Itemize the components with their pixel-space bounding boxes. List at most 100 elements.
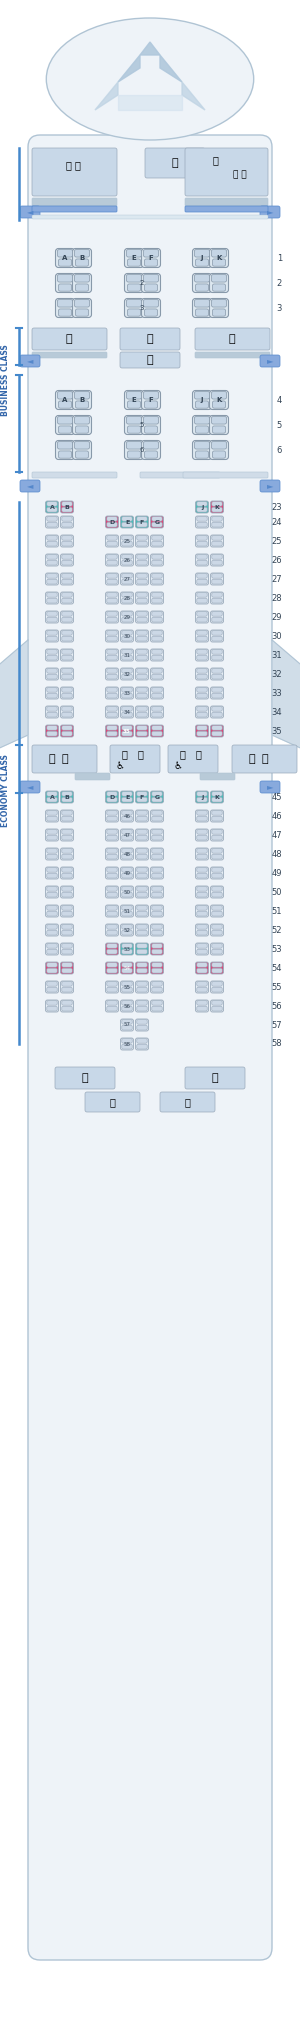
FancyBboxPatch shape xyxy=(46,574,59,584)
FancyBboxPatch shape xyxy=(137,598,147,602)
FancyBboxPatch shape xyxy=(46,592,59,604)
FancyBboxPatch shape xyxy=(122,963,132,967)
Text: 4: 4 xyxy=(277,395,282,404)
FancyBboxPatch shape xyxy=(152,617,162,623)
FancyBboxPatch shape xyxy=(126,300,142,306)
FancyBboxPatch shape xyxy=(47,669,57,673)
FancyBboxPatch shape xyxy=(122,517,132,521)
FancyBboxPatch shape xyxy=(47,517,57,521)
FancyBboxPatch shape xyxy=(107,669,117,673)
FancyBboxPatch shape xyxy=(137,712,147,718)
Text: J: J xyxy=(201,256,203,262)
FancyBboxPatch shape xyxy=(122,925,132,929)
Text: 🚺: 🚺 xyxy=(62,754,68,765)
FancyBboxPatch shape xyxy=(212,523,222,527)
FancyBboxPatch shape xyxy=(58,450,72,458)
FancyBboxPatch shape xyxy=(194,274,210,282)
FancyBboxPatch shape xyxy=(197,797,207,801)
FancyBboxPatch shape xyxy=(137,1006,147,1012)
FancyBboxPatch shape xyxy=(121,1018,134,1030)
FancyBboxPatch shape xyxy=(211,631,224,643)
FancyBboxPatch shape xyxy=(137,811,147,815)
Text: 23: 23 xyxy=(272,503,282,511)
FancyBboxPatch shape xyxy=(137,886,147,890)
FancyBboxPatch shape xyxy=(152,836,162,840)
FancyBboxPatch shape xyxy=(136,687,148,700)
FancyBboxPatch shape xyxy=(212,1000,222,1006)
FancyBboxPatch shape xyxy=(121,925,134,937)
FancyBboxPatch shape xyxy=(144,308,158,316)
FancyBboxPatch shape xyxy=(124,416,143,434)
FancyBboxPatch shape xyxy=(62,982,72,986)
FancyBboxPatch shape xyxy=(61,904,74,917)
FancyBboxPatch shape xyxy=(121,706,134,718)
FancyBboxPatch shape xyxy=(73,391,92,410)
Text: ECONOMY CLASS: ECONOMY CLASS xyxy=(2,754,10,827)
Text: 49: 49 xyxy=(272,868,282,878)
FancyBboxPatch shape xyxy=(127,308,141,316)
FancyBboxPatch shape xyxy=(122,592,132,596)
FancyBboxPatch shape xyxy=(212,541,222,546)
FancyBboxPatch shape xyxy=(185,199,268,207)
FancyBboxPatch shape xyxy=(197,631,207,635)
Text: J: J xyxy=(201,397,203,404)
FancyBboxPatch shape xyxy=(46,925,59,937)
FancyBboxPatch shape xyxy=(144,260,158,266)
FancyBboxPatch shape xyxy=(47,560,57,566)
Text: 🚹: 🚹 xyxy=(121,748,127,758)
FancyBboxPatch shape xyxy=(152,988,162,992)
Text: 🚹: 🚹 xyxy=(109,1097,115,1107)
FancyBboxPatch shape xyxy=(152,963,162,967)
FancyBboxPatch shape xyxy=(197,949,207,953)
FancyBboxPatch shape xyxy=(46,1000,59,1012)
FancyBboxPatch shape xyxy=(197,1000,207,1006)
FancyBboxPatch shape xyxy=(197,649,207,655)
FancyBboxPatch shape xyxy=(47,931,57,935)
FancyBboxPatch shape xyxy=(152,892,162,896)
Text: K: K xyxy=(216,256,222,262)
FancyBboxPatch shape xyxy=(137,669,147,673)
FancyBboxPatch shape xyxy=(47,868,57,872)
FancyBboxPatch shape xyxy=(185,207,268,213)
FancyBboxPatch shape xyxy=(47,874,57,878)
FancyBboxPatch shape xyxy=(185,148,268,197)
Text: 🚺: 🚺 xyxy=(195,748,201,758)
FancyBboxPatch shape xyxy=(137,791,147,797)
FancyBboxPatch shape xyxy=(142,440,160,460)
FancyBboxPatch shape xyxy=(107,892,117,896)
FancyBboxPatch shape xyxy=(62,673,72,679)
FancyBboxPatch shape xyxy=(137,815,147,821)
FancyBboxPatch shape xyxy=(106,574,118,584)
Text: 57: 57 xyxy=(124,1022,130,1028)
FancyBboxPatch shape xyxy=(151,687,164,700)
FancyBboxPatch shape xyxy=(122,943,132,949)
FancyBboxPatch shape xyxy=(47,673,57,679)
FancyBboxPatch shape xyxy=(260,481,280,493)
FancyBboxPatch shape xyxy=(122,541,132,546)
FancyBboxPatch shape xyxy=(212,1006,222,1012)
FancyBboxPatch shape xyxy=(151,1000,164,1012)
FancyBboxPatch shape xyxy=(152,949,162,953)
FancyBboxPatch shape xyxy=(212,507,222,511)
FancyBboxPatch shape xyxy=(122,1038,132,1042)
FancyBboxPatch shape xyxy=(197,848,207,854)
FancyBboxPatch shape xyxy=(211,868,224,878)
Text: ◄: ◄ xyxy=(27,207,33,217)
FancyBboxPatch shape xyxy=(107,655,117,659)
FancyBboxPatch shape xyxy=(197,907,207,911)
FancyBboxPatch shape xyxy=(143,300,159,306)
FancyBboxPatch shape xyxy=(152,907,162,911)
FancyBboxPatch shape xyxy=(107,943,117,949)
FancyBboxPatch shape xyxy=(126,391,142,400)
FancyBboxPatch shape xyxy=(151,925,164,937)
FancyBboxPatch shape xyxy=(106,982,118,994)
Text: F: F xyxy=(140,795,144,799)
FancyBboxPatch shape xyxy=(58,426,72,434)
FancyBboxPatch shape xyxy=(136,631,148,643)
Text: K: K xyxy=(214,795,219,799)
FancyBboxPatch shape xyxy=(152,655,162,659)
FancyBboxPatch shape xyxy=(152,982,162,986)
FancyBboxPatch shape xyxy=(136,574,148,584)
FancyBboxPatch shape xyxy=(151,574,164,584)
FancyBboxPatch shape xyxy=(46,886,59,898)
